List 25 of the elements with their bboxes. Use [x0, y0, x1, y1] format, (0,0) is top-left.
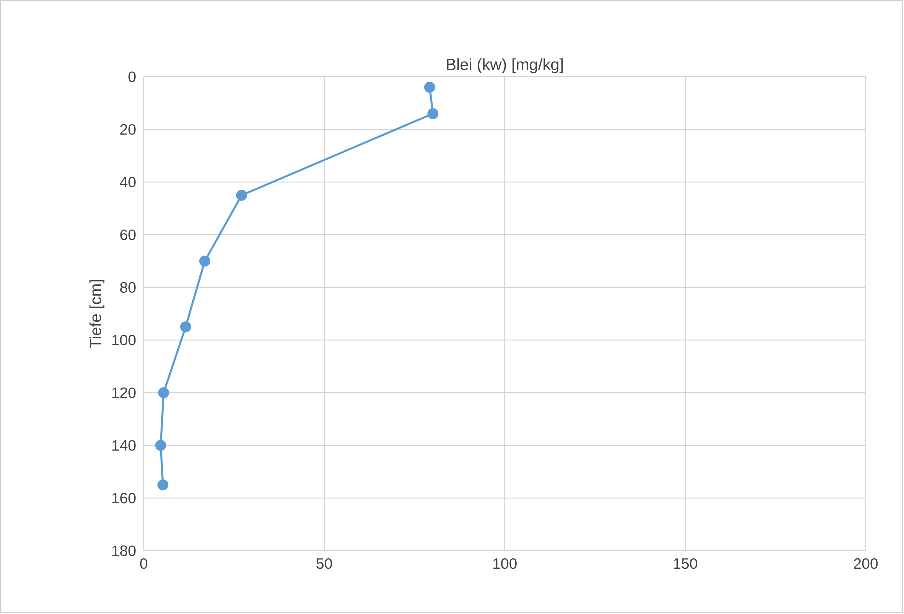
- chart-title: Blei (kw) [mg/kg]: [447, 58, 563, 74]
- point: [200, 256, 211, 267]
- y-tick-label: 100: [112, 335, 136, 346]
- x-tick-label: 150: [674, 558, 698, 570]
- x-tick-label: 50: [316, 558, 332, 570]
- point: [180, 322, 192, 333]
- y-tick-label: 80: [120, 282, 136, 293]
- y-tick-label: 160: [112, 493, 136, 504]
- point: [158, 480, 169, 491]
- point: [428, 108, 439, 120]
- y-tick-label: 60: [120, 230, 136, 240]
- y-tick-label: 140: [112, 440, 136, 451]
- x-tick-label: 200: [854, 558, 878, 570]
- x-tick-label: 100: [494, 558, 517, 570]
- y-tick-label: 120: [112, 388, 136, 398]
- point: [236, 190, 248, 201]
- point: [158, 388, 170, 399]
- y-tick-label: 0: [128, 72, 136, 82]
- y-tick-label: 20: [120, 124, 136, 135]
- x-tick-label: 0: [140, 558, 148, 570]
- y-tick-label: 40: [120, 177, 136, 188]
- point: [424, 82, 436, 94]
- y-axis-title: Tiefe [cm]: [90, 280, 105, 348]
- point: [155, 440, 166, 452]
- y-tick-label: 180: [112, 546, 136, 556]
